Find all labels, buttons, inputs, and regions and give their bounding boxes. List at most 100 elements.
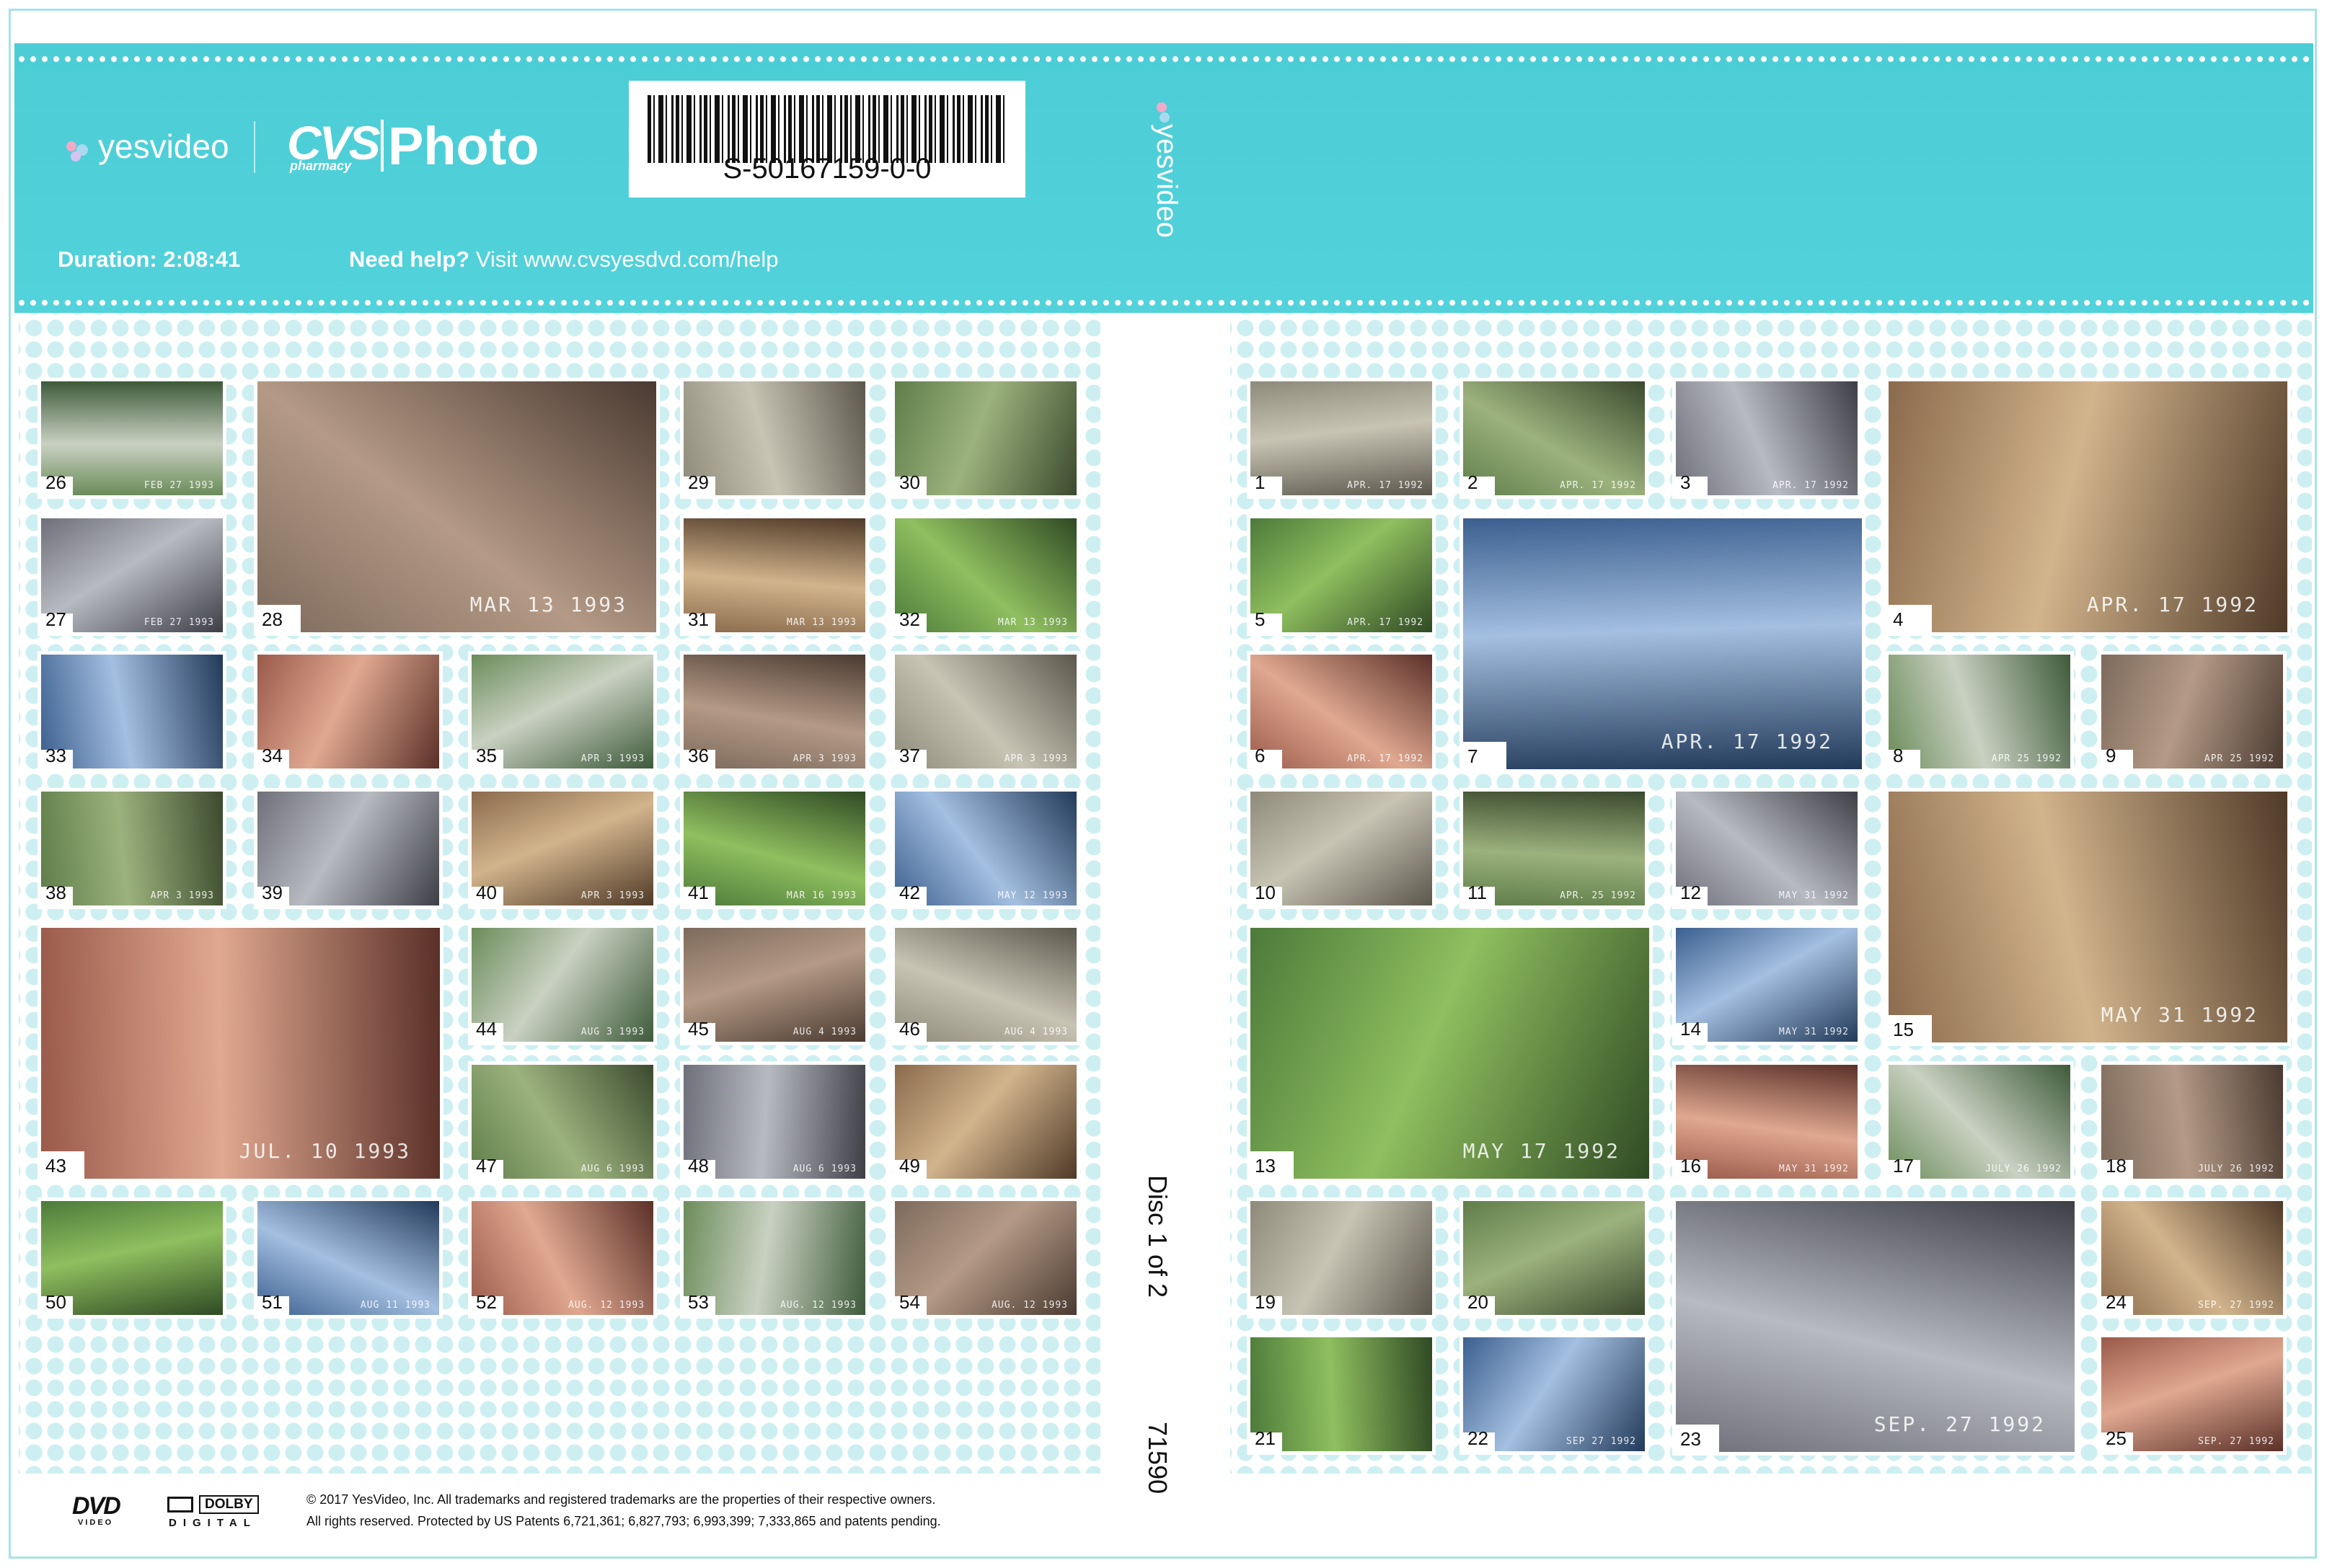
chapter-thumbnail[interactable]: 45 AUG 4 1993 <box>680 924 869 1045</box>
thumbnail-image <box>41 1201 223 1315</box>
thumbnail-image <box>1676 1065 1858 1179</box>
chapter-thumbnail[interactable]: 3 APR. 17 1992 <box>1672 378 1861 499</box>
chapter-thumbnail[interactable]: 10 <box>1247 788 1436 909</box>
cvs-wordmark: CVS <box>287 116 381 169</box>
thumbnail-number-strip <box>1250 1151 1294 1179</box>
chapter-number: 18 <box>2106 1155 2127 1177</box>
chapter-number: 11 <box>1467 882 1487 903</box>
duration-text: Duration: 2:08:41 <box>58 247 241 272</box>
chapter-thumbnail[interactable]: 40 APR 3 1993 <box>468 788 657 909</box>
chapter-thumbnail[interactable]: 30 <box>891 378 1080 499</box>
chapter-thumbnail[interactable]: 35 APR 3 1993 <box>468 651 657 772</box>
thumbnail-date-stamp: MAR 13 1993 <box>997 617 1068 628</box>
chapter-thumbnail[interactable]: 14 MAY 31 1992 <box>1672 924 1861 1045</box>
thumbnail-image <box>257 1201 439 1315</box>
thumbnail-date-stamp: MAR 13 1993 <box>786 617 857 628</box>
chapter-thumbnail[interactable]: 54 AUG. 12 1993 <box>891 1197 1080 1319</box>
chapter-thumbnail[interactable]: 13 MAY 17 1992 <box>1247 924 1653 1182</box>
chapter-thumbnail[interactable]: 49 <box>891 1061 1080 1182</box>
chapter-thumbnail[interactable]: 11 APR. 25 1992 <box>1460 788 1648 909</box>
chapter-thumbnail[interactable]: 2 APR. 17 1992 <box>1460 378 1648 499</box>
thumbnail-image <box>472 655 653 769</box>
chapter-thumbnail[interactable]: 53 AUG. 12 1993 <box>680 1197 869 1319</box>
thumbnail-date-stamp: AUG 6 1993 <box>580 1164 645 1174</box>
thumbnail-image <box>1463 792 1645 905</box>
chapter-number: 26 <box>45 471 66 493</box>
thumbnail-number-strip <box>1676 1023 1708 1042</box>
chapter-thumbnail[interactable]: 9 APR 25 1992 <box>2098 651 2287 772</box>
thumbnail-image <box>684 1201 865 1315</box>
chapter-thumbnail[interactable]: 33 <box>37 651 226 772</box>
chapter-thumbnail[interactable]: 23 SEP. 27 1992 <box>1672 1197 2078 1456</box>
chapter-thumbnail[interactable]: 27 FEB 27 1993 <box>37 515 226 636</box>
chapter-thumbnail[interactable]: 5 APR. 17 1992 <box>1247 515 1436 636</box>
chapter-thumbnail[interactable]: 6 APR. 17 1992 <box>1247 651 1436 772</box>
chapter-thumbnail[interactable]: 32 MAR 13 1993 <box>891 515 1080 636</box>
chapter-thumbnail[interactable]: 46 AUG 4 1993 <box>891 924 1080 1045</box>
chapter-thumbnail[interactable]: 48 AUG 6 1993 <box>680 1061 869 1182</box>
thumbnail-number-strip <box>1463 477 1495 495</box>
help-url[interactable]: Visit www.cvsyesdvd.com/help <box>475 247 779 272</box>
thumbnail-number-strip <box>1250 1432 1282 1451</box>
chapter-thumbnail[interactable]: 26 FEB 27 1993 <box>37 378 226 499</box>
thumbnail-number-strip <box>684 614 715 632</box>
chapter-number: 28 <box>262 608 283 630</box>
thumbnail-number-strip <box>1676 477 1708 495</box>
chapter-thumbnail[interactable]: 50 <box>37 1197 226 1319</box>
chapter-thumbnail[interactable]: 52 AUG. 12 1993 <box>468 1197 657 1319</box>
chapter-thumbnail[interactable]: 8 APR 25 1992 <box>1885 651 2074 772</box>
chapter-thumbnail[interactable]: 18 JULY 26 1992 <box>2098 1061 2287 1182</box>
chapter-thumbnail[interactable]: 41 MAR 16 1993 <box>680 788 869 909</box>
logo-divider <box>254 121 255 173</box>
chapter-number: 3 <box>1680 471 1691 493</box>
logo-dot-icon <box>66 141 76 151</box>
chapter-thumbnail[interactable]: 19 <box>1247 1197 1436 1319</box>
chapter-thumbnail[interactable]: 43 JUL. 10 1993 <box>37 924 443 1182</box>
chapter-number: 8 <box>1893 745 1904 766</box>
thumbnail-number-strip <box>41 750 73 769</box>
chapter-thumbnail[interactable]: 51 AUG 11 1993 <box>254 1197 443 1319</box>
chapter-thumbnail[interactable]: 36 APR 3 1993 <box>680 651 869 772</box>
chapter-thumbnail[interactable]: 21 <box>1247 1334 1436 1455</box>
chapter-number: 32 <box>899 608 920 630</box>
chapter-thumbnail[interactable]: 47 AUG 6 1993 <box>468 1061 657 1182</box>
thumbnail-date-stamp: MAY 31 1992 <box>2101 1003 2258 1027</box>
thumbnail-date-stamp: AUG 6 1993 <box>792 1164 857 1174</box>
thumbnail-date-stamp: APR 25 1992 <box>2204 753 2274 764</box>
chapter-thumbnail[interactable]: 12 MAY 31 1992 <box>1672 788 1861 909</box>
chapter-number: 49 <box>899 1155 920 1177</box>
chapter-thumbnail[interactable]: 4 APR. 17 1992 <box>1885 378 2291 636</box>
thumbnail-date-stamp: SEP. 27 1992 <box>1873 1412 2046 1436</box>
chapter-thumbnail[interactable]: 34 <box>254 651 443 772</box>
chapter-thumbnail[interactable]: 22 SEP 27 1992 <box>1460 1334 1648 1455</box>
logo-dot-icon <box>1160 112 1170 123</box>
chapter-thumbnail[interactable]: 39 <box>254 788 443 909</box>
thumbnail-date-stamp: MAY 17 1992 <box>1462 1139 1620 1163</box>
chapter-thumbnail[interactable]: 44 AUG 3 1993 <box>468 924 657 1045</box>
chapter-thumbnail[interactable]: 20 <box>1460 1197 1648 1319</box>
chapter-thumbnail[interactable]: 16 MAY 31 1992 <box>1672 1061 1861 1182</box>
chapter-number: 22 <box>1467 1427 1488 1449</box>
chapter-thumbnail[interactable]: 25 SEP. 27 1992 <box>2098 1334 2287 1455</box>
chapter-thumbnail[interactable]: 7 APR. 17 1992 <box>1460 515 1865 773</box>
thumbnail-number-strip <box>1463 742 1506 769</box>
chapter-number: 35 <box>476 745 497 766</box>
chapter-thumbnail[interactable]: 15 MAY 31 1992 <box>1885 788 2291 1046</box>
chapter-thumbnail[interactable]: 38 APR 3 1993 <box>37 788 226 909</box>
chapter-thumbnail[interactable]: 29 <box>680 378 869 499</box>
chapter-thumbnail[interactable]: 28 MAR 13 1993 <box>254 378 660 636</box>
chapter-thumbnail[interactable]: 24 SEP. 27 1992 <box>2098 1197 2287 1319</box>
chapter-number: 17 <box>1893 1155 1914 1177</box>
thumbnail-image <box>257 792 439 905</box>
chapter-thumbnail[interactable]: 17 JULY 26 1992 <box>1885 1061 2074 1182</box>
chapter-number: 37 <box>899 745 920 766</box>
chapter-thumbnail[interactable]: 31 MAR 13 1993 <box>680 515 869 636</box>
chapter-number: 50 <box>45 1291 66 1313</box>
chapter-thumbnail[interactable]: 42 MAY 12 1993 <box>891 788 1080 909</box>
chapter-thumbnail[interactable]: 1 APR. 17 1992 <box>1247 378 1436 499</box>
thumbnail-date-stamp: APR. 25 1992 <box>1560 890 1636 901</box>
chapter-thumbnail[interactable]: 37 APR 3 1993 <box>891 651 1080 772</box>
chapter-number: 42 <box>899 882 920 903</box>
thumbnail-date-stamp: APR 3 1993 <box>1004 753 1068 764</box>
thumbnail-image <box>684 1065 865 1179</box>
